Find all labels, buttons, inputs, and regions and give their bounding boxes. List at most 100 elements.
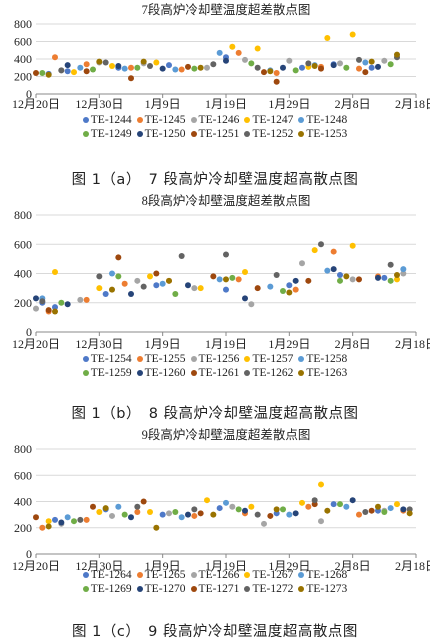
- data-point-te-1262: [318, 241, 324, 248]
- data-point-te-1253: [394, 51, 400, 58]
- chart-title: 8段高炉冷却壁温度超差散点图: [142, 193, 311, 208]
- data-point-te-1263: [223, 276, 229, 283]
- legend-item: TE-1269: [82, 582, 132, 596]
- data-point-te-1259: [229, 274, 236, 281]
- legend-item: TE-1267: [244, 568, 293, 582]
- data-point-te-1249: [90, 66, 96, 73]
- data-point-te-1263: [394, 271, 400, 278]
- legend-item: TE-1244: [82, 113, 132, 127]
- data-point-te-1251: [83, 68, 90, 75]
- data-point-te-1273: [102, 505, 109, 512]
- data-point-te-1273: [273, 506, 280, 513]
- x-tick-label: 1月9日: [145, 337, 181, 351]
- x-tick-label: 12月20日: [12, 97, 60, 111]
- legend-item: TE-1262: [244, 366, 293, 380]
- caption-c: 图 1（c） 9 段高炉冷却壁温度超高散点图: [72, 624, 358, 640]
- data-point-te-1257: [394, 276, 400, 283]
- data-point-te-1248: [172, 66, 179, 73]
- legend-marker: [136, 131, 143, 137]
- legend-marker: [244, 370, 251, 376]
- data-point-te-1254: [153, 282, 160, 289]
- data-point-te-1257: [197, 285, 204, 292]
- y-tick-label: 400: [14, 495, 32, 509]
- legend-marker: [244, 586, 251, 592]
- legend-marker: [82, 117, 89, 123]
- data-point-te-1264: [52, 516, 58, 523]
- x-tick-label: 1月9日: [145, 97, 181, 111]
- data-point-te-1268: [387, 505, 394, 512]
- data-point-te-1268: [286, 511, 293, 518]
- legend-label: TE-1268: [306, 569, 348, 581]
- data-point-te-1262: [178, 252, 185, 259]
- legend-item: TE-1270: [136, 582, 186, 596]
- data-point-te-1271: [90, 503, 96, 510]
- data-point-te-1253: [368, 58, 375, 65]
- legend-row: TE-1244 TE-1245 TE-1246 TE-1247 TE-1248: [0, 113, 430, 127]
- data-point-te-1246: [286, 57, 293, 64]
- x-tick-label: 12月20日: [12, 559, 60, 573]
- legend-row: TE-1264 TE-1265 TE-1266 TE-1267 TE-1268: [0, 568, 430, 582]
- data-point-te-1261: [115, 254, 122, 261]
- data-point-te-1252: [254, 64, 261, 71]
- data-point-te-1269: [71, 518, 77, 525]
- data-point-te-1260: [185, 282, 191, 289]
- data-point-te-1254: [52, 304, 58, 311]
- data-point-te-1248: [121, 65, 128, 72]
- legend-label: TE-1266: [198, 569, 240, 581]
- legend-marker: [82, 586, 89, 592]
- data-point-te-1255: [235, 276, 242, 283]
- x-tick-label: 2月18日: [395, 97, 430, 111]
- data-point-te-1247: [71, 69, 77, 76]
- data-point-te-1272: [77, 516, 84, 523]
- data-point-te-1271: [197, 510, 204, 517]
- data-point-te-1256: [77, 296, 84, 303]
- data-point-te-1263: [52, 308, 58, 315]
- data-point-te-1267: [147, 509, 153, 515]
- data-point-te-1255: [83, 296, 90, 303]
- data-point-te-1257: [147, 273, 153, 280]
- legend-label: TE-1253: [306, 128, 348, 140]
- data-point-te-1255: [292, 286, 299, 293]
- legend-marker: [136, 586, 143, 592]
- data-point-te-1247: [109, 63, 115, 69]
- x-tick-label: 2月8日: [335, 97, 371, 111]
- legend-item: TE-1250: [136, 127, 186, 141]
- data-point-te-1263: [166, 277, 172, 284]
- data-point-te-1268: [115, 503, 122, 510]
- data-point-te-1258: [400, 266, 407, 273]
- data-point-te-1249: [39, 70, 46, 76]
- legend-item: TE-1272: [244, 582, 293, 596]
- data-point-te-1272: [254, 511, 261, 518]
- legend-item: TE-1245: [136, 113, 186, 127]
- legend-item: TE-1251: [190, 127, 239, 141]
- data-point-te-1261: [305, 277, 312, 284]
- data-point-te-1248: [216, 49, 223, 56]
- data-point-te-1247: [254, 45, 261, 52]
- data-point-te-1245: [83, 61, 90, 68]
- data-point-te-1259: [58, 299, 65, 306]
- data-point-te-1269: [337, 501, 343, 508]
- y-tick-label: 200: [14, 70, 32, 84]
- legend-marker: [298, 370, 305, 376]
- data-point-te-1245: [52, 54, 58, 61]
- legend-marker: [82, 356, 89, 362]
- legend-item: TE-1264: [82, 568, 132, 582]
- data-point-te-1247: [153, 59, 160, 66]
- legend-item: TE-1255: [136, 352, 186, 366]
- data-point-te-1269: [381, 509, 388, 515]
- legend-label: TE-1246: [198, 114, 240, 126]
- data-point-te-1258: [324, 267, 331, 274]
- data-point-te-1267: [248, 503, 255, 510]
- data-point-te-1264: [216, 505, 223, 512]
- legend-8: TE-1254 TE-1255 TE-1256 TE-1257 TE-1258 TE-12…: [0, 352, 430, 380]
- legend-marker: [244, 117, 251, 123]
- data-point-te-1245: [128, 64, 134, 71]
- data-point-te-1257: [242, 269, 248, 276]
- x-tick-label: 12月30日: [75, 97, 123, 111]
- x-tick-label: 12月30日: [75, 337, 123, 351]
- data-point-te-1245: [235, 49, 242, 56]
- legend-marker: [136, 356, 143, 362]
- legend-item: TE-1271: [190, 582, 239, 596]
- data-point-te-1253: [45, 71, 52, 78]
- data-point-te-1245: [356, 65, 362, 72]
